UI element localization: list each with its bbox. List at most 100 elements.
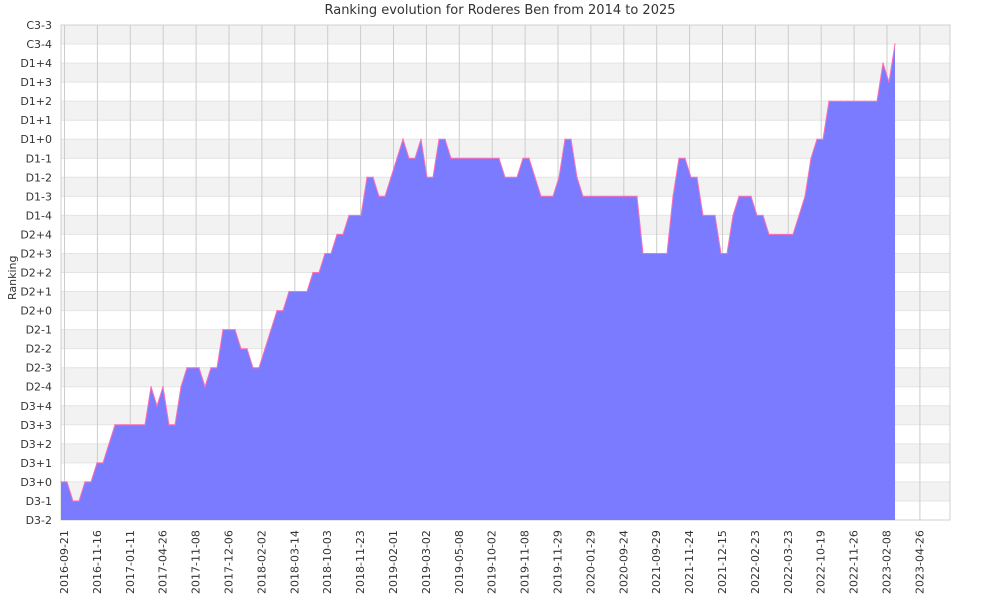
data-point: [408, 157, 410, 160]
data-point: [318, 271, 320, 274]
data-point: [672, 195, 674, 198]
chart-title: Ranking evolution for Roderes Ben from 2…: [324, 3, 676, 18]
x-tick-label: 2021-12-15: [716, 530, 729, 594]
series-area: [61, 44, 895, 520]
y-tick-label: C3-4: [26, 38, 52, 51]
data-point: [624, 195, 626, 198]
data-point: [576, 176, 578, 179]
data-point: [750, 195, 752, 198]
data-point: [126, 424, 128, 426]
data-point: [498, 157, 500, 160]
data-point: [474, 157, 476, 160]
data-point: [552, 195, 554, 198]
x-tick-label: 2017-12-06: [223, 530, 236, 594]
data-point: [828, 100, 830, 102]
x-tick-label: 2016-09-21: [58, 530, 71, 594]
data-point: [222, 328, 224, 331]
x-tick-label: 2017-01-11: [124, 530, 137, 594]
data-point: [282, 309, 284, 312]
data-point: [348, 214, 350, 217]
data-point: [210, 366, 212, 369]
data-point: [654, 252, 656, 255]
x-tick-label: 2023-04-26: [913, 530, 926, 594]
data-point: [630, 195, 632, 198]
data-point: [840, 100, 842, 102]
data-point: [612, 195, 614, 198]
data-point: [438, 138, 440, 140]
data-point: [312, 271, 314, 274]
x-tick-label: 2022-02-23: [749, 530, 762, 594]
data-point: [714, 214, 716, 217]
data-point: [804, 195, 806, 198]
grid-band: [61, 25, 950, 45]
data-point: [780, 233, 782, 236]
data-point: [570, 138, 572, 140]
data-point: [156, 405, 158, 407]
data-point: [864, 100, 866, 102]
data-point: [876, 100, 878, 102]
data-point: [114, 424, 116, 426]
data-point: [306, 290, 308, 293]
x-tick-label: 2023-02-08: [881, 530, 894, 594]
data-point: [504, 176, 506, 179]
data-point: [642, 252, 644, 255]
data-point: [588, 195, 590, 198]
y-tick-label: D1+1: [20, 114, 52, 127]
y-tick-label: D1+3: [20, 76, 52, 89]
grid-band: [61, 101, 950, 121]
data-point: [888, 81, 890, 83]
data-point: [636, 195, 638, 198]
data-point: [786, 233, 788, 236]
data-point: [618, 195, 620, 198]
data-point: [594, 195, 596, 198]
data-point: [720, 252, 722, 255]
data-point: [852, 100, 854, 102]
y-tick-label: D3+2: [20, 438, 52, 451]
y-tick-label: D2-1: [26, 324, 52, 337]
data-point: [768, 233, 770, 236]
y-tick-label: D1-2: [26, 171, 52, 184]
data-point: [336, 233, 338, 236]
data-point: [330, 252, 332, 255]
y-tick-label: D2-3: [26, 362, 52, 375]
data-point: [426, 176, 428, 179]
data-point: [648, 252, 650, 255]
data-point: [516, 176, 518, 179]
data-point: [150, 385, 152, 388]
y-tick-label: D2+4: [20, 228, 52, 241]
data-point: [174, 424, 176, 426]
y-tick-label: D3+3: [20, 419, 52, 432]
data-point: [486, 157, 488, 160]
data-point: [258, 366, 260, 369]
data-point: [660, 252, 662, 255]
data-point: [270, 328, 272, 331]
data-point: [144, 424, 146, 426]
data-point: [456, 157, 458, 160]
data-point: [294, 290, 296, 293]
data-point: [384, 195, 386, 198]
x-tick-label: 2019-05-08: [453, 530, 466, 594]
data-point: [180, 385, 182, 388]
y-tick-label: D2+0: [20, 305, 52, 318]
data-point: [492, 157, 494, 160]
data-point: [300, 290, 302, 293]
data-point: [510, 176, 512, 179]
data-point: [168, 424, 170, 426]
data-point: [810, 157, 812, 160]
x-tick-label: 2019-11-29: [552, 530, 565, 594]
data-point: [186, 366, 188, 369]
y-tick-label: D2+1: [20, 286, 52, 299]
data-point: [228, 328, 230, 331]
data-point: [324, 252, 326, 255]
data-point: [372, 176, 374, 179]
data-point: [600, 195, 602, 198]
data-point: [108, 443, 110, 445]
data-point: [414, 157, 416, 160]
data-point: [708, 214, 710, 217]
data-point: [366, 176, 368, 179]
data-point: [402, 138, 404, 140]
data-point: [462, 157, 464, 160]
data-point: [78, 500, 80, 502]
data-point: [378, 195, 380, 198]
